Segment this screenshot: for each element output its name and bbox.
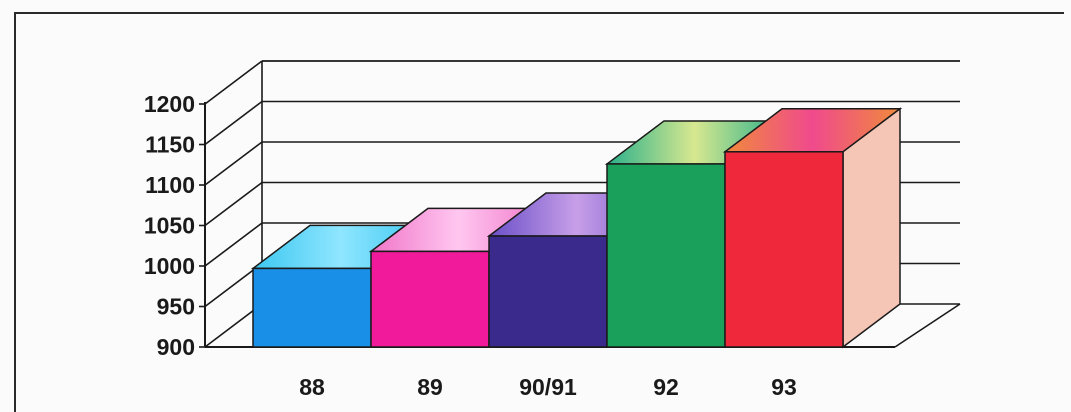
x-tick-label-88: 88	[299, 374, 325, 400]
floor-right-edge	[894, 303, 961, 348]
y-tick-label-1050: 1050	[144, 213, 195, 239]
bar-front-face-88	[252, 267, 372, 348]
gridline-diagonal-1000	[204, 222, 263, 267]
frame-left-border	[14, 12, 16, 412]
bar-side-face-93	[842, 107, 901, 349]
y-tick-label-900: 900	[157, 334, 195, 360]
y-tick-labels: 900 950 1000 1050 1100 1150 1200	[144, 91, 205, 360]
gridline-diagonal-1100	[204, 141, 263, 186]
x-tick-label-90-91: 90/91	[519, 374, 577, 400]
bar-front-face-93	[724, 151, 844, 348]
bar-front-face-89	[370, 250, 490, 348]
x-tick-label-93: 93	[771, 374, 797, 400]
y-tick-label-1000: 1000	[144, 253, 195, 279]
y-tick-label-1150: 1150	[145, 132, 195, 158]
frame-top-border	[14, 12, 1064, 14]
bar-93	[722, 107, 903, 349]
y-tick-label-1200: 1200	[144, 91, 195, 117]
x-tick-labels: 88 89 90/91 92 93	[299, 374, 797, 400]
y-tick-label-950: 950	[157, 294, 195, 320]
y-tick-label-1100: 1100	[145, 172, 195, 198]
bar-front-face-90-91	[488, 235, 608, 348]
gridline-diagonal-1200	[204, 60, 263, 105]
gridline-diagonal-1050	[204, 181, 263, 227]
x-tick-label-92: 92	[653, 374, 679, 400]
x-tick-label-89: 89	[417, 374, 443, 400]
bar-front-face-92	[606, 163, 726, 348]
gridline-diagonal-1150	[204, 100, 263, 146]
chart-bars	[250, 107, 903, 349]
